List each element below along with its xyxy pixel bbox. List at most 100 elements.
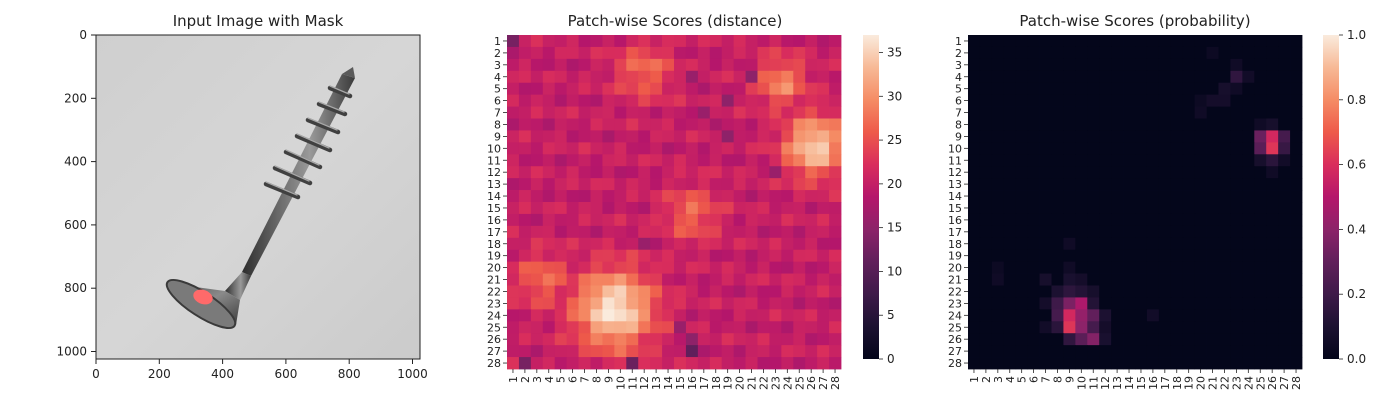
heatmap-cell [1254,213,1267,227]
heatmap-cell [1051,118,1064,131]
heatmap-cell [769,154,782,167]
heatmap-cell [554,46,568,60]
heatmap-cell [1254,225,1267,239]
heatmap-cell [1015,118,1029,131]
heatmap-cell [507,154,520,167]
heatmap-cell [1194,345,1207,358]
heatmap-cell [1087,190,1100,203]
heatmap-cell [1027,106,1040,119]
heatmap-cell [991,261,1005,274]
heatmap-cell [757,213,770,227]
heatmap-cell [674,225,687,239]
heatmap-cell [769,70,782,84]
heatmap-cell [1266,333,1279,346]
heatmap-cell [1254,333,1267,346]
heatmap-cell [518,106,532,119]
heatmap-cell [1170,70,1184,84]
heatmap-cell [697,261,711,274]
heatmap-cell [1230,130,1243,143]
heatmap-cell [566,273,579,286]
heatmap-cell [968,345,981,358]
heatmap-cell [721,46,735,60]
heatmap-cell [1206,249,1219,263]
y-tick-label: 18 [487,238,501,251]
heatmap-cell [602,321,615,334]
heatmap-cell [602,178,615,191]
heatmap-cell [1123,190,1136,203]
heatmap-cell [1146,190,1160,203]
heatmap-cell [968,237,981,251]
heatmap-cell [542,309,556,322]
heatmap-cell [1254,35,1267,48]
heatmap-cell [614,82,627,96]
heatmap-cell [1146,202,1160,215]
heatmap-cell [1087,225,1100,239]
heatmap-cell [1003,118,1017,131]
heatmap-cell [745,190,758,203]
heatmap-cell [530,130,544,143]
heatmap-cell [721,94,735,107]
heatmap-cell [674,357,687,370]
heatmap-cell [829,225,842,239]
heatmap-cell [817,70,830,84]
heatmap-cell [1075,249,1088,263]
heatmap-cell [1099,225,1112,239]
heatmap-cell [1230,35,1243,48]
heatmap-cell [1194,118,1207,131]
heatmap-cell [590,46,603,60]
heatmap-cell [614,178,627,191]
heatmap-cell [757,190,770,203]
heatmap-cell [697,94,711,107]
heatmap-cell [530,178,544,191]
heatmap-cell [638,58,651,72]
heatmap-cell [817,261,830,274]
heatmap-cell [817,333,830,346]
heatmap-cell [638,225,651,239]
heatmap-cell [745,166,758,179]
heatmap-cell [1111,213,1124,227]
heatmap-cell [1063,82,1076,96]
heatmap-cell [530,154,544,167]
heatmap-cell [1087,202,1100,215]
heatmap-cell [674,82,687,96]
heatmap-cell [733,130,746,143]
heatmap-cell [817,190,830,203]
heatmap-cell [1087,213,1100,227]
heatmap-cell [1111,178,1124,191]
x-tick-label: 26 [1266,376,1279,390]
heatmap-cell [968,273,981,286]
heatmap-cell [1182,345,1196,358]
heatmap-cell [1063,273,1076,286]
heatmap-cell [805,357,818,370]
heatmap-cell [590,202,603,215]
heatmap-cell [518,82,532,96]
heatmap-cell [745,213,758,227]
heatmap-cell [781,35,794,48]
heatmap-cell [709,285,723,298]
y-tick-label: 5 [955,83,962,96]
heatmap-cell [1218,46,1231,60]
heatmap-cell [1111,35,1124,48]
heatmap-cell [650,285,663,298]
heatmap-cell [1146,297,1160,310]
heatmap-cell [602,297,615,310]
heatmap-cell [817,118,830,131]
heatmap-cell [674,178,687,191]
heatmap-cell [968,35,981,48]
heatmap-cell [1170,333,1184,346]
heatmap-cell [1230,261,1243,274]
heatmap-cell [1182,46,1196,60]
heatmap-cell [1099,273,1112,286]
heatmap-cell [793,213,806,227]
heatmap-cell [614,142,627,155]
x-tick-label: 12 [638,376,651,390]
heatmap-cell [1015,213,1029,227]
heatmap-cell [614,297,627,310]
heatmap-cell [662,213,675,227]
heatmap-cell [991,249,1005,263]
heatmap-cell [991,297,1005,310]
heatmap-cell [1170,94,1184,107]
heatmap-cell [662,237,675,251]
heatmap-cell [1182,225,1196,239]
heatmap-cell [1218,70,1231,84]
